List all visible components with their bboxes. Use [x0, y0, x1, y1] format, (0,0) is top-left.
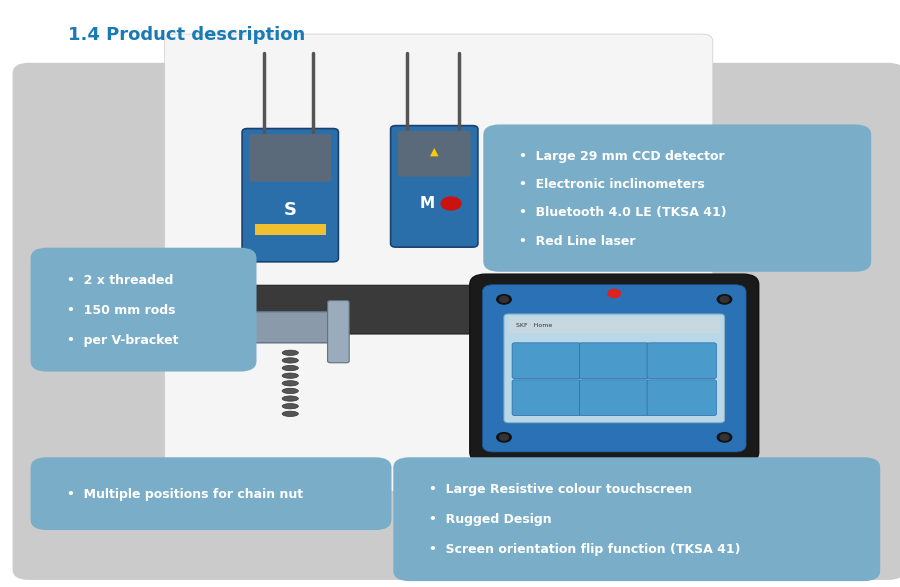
Circle shape	[500, 296, 508, 302]
Text: 1.4 Product description: 1.4 Product description	[68, 26, 305, 45]
FancyBboxPatch shape	[508, 317, 720, 333]
Ellipse shape	[283, 404, 299, 409]
FancyBboxPatch shape	[580, 343, 649, 379]
FancyBboxPatch shape	[328, 301, 349, 363]
Circle shape	[717, 433, 732, 442]
Circle shape	[441, 197, 461, 210]
FancyBboxPatch shape	[190, 285, 706, 334]
FancyBboxPatch shape	[31, 457, 392, 530]
Text: •  Bluetooth 4.0 LE (TKSA 41): • Bluetooth 4.0 LE (TKSA 41)	[519, 207, 727, 220]
Ellipse shape	[283, 380, 299, 386]
Text: •  Red Line laser: • Red Line laser	[519, 235, 635, 248]
Circle shape	[497, 433, 511, 442]
Circle shape	[720, 296, 729, 302]
Circle shape	[608, 289, 621, 298]
FancyBboxPatch shape	[470, 274, 759, 463]
Text: •  2 x threaded: • 2 x threaded	[67, 274, 173, 287]
Text: S: S	[284, 201, 297, 220]
FancyBboxPatch shape	[31, 248, 256, 372]
Text: •  150 mm rods: • 150 mm rods	[67, 303, 176, 317]
Text: •  Large 29 mm CCD detector: • Large 29 mm CCD detector	[519, 150, 724, 163]
FancyBboxPatch shape	[13, 63, 900, 580]
Text: M: M	[419, 196, 435, 211]
Circle shape	[497, 295, 511, 304]
Text: ▲: ▲	[430, 147, 438, 157]
FancyBboxPatch shape	[580, 380, 649, 416]
FancyBboxPatch shape	[391, 126, 478, 247]
FancyBboxPatch shape	[231, 301, 253, 363]
FancyBboxPatch shape	[249, 134, 331, 182]
FancyBboxPatch shape	[512, 343, 581, 379]
FancyBboxPatch shape	[242, 129, 338, 262]
Circle shape	[717, 295, 732, 304]
FancyBboxPatch shape	[483, 124, 871, 272]
FancyBboxPatch shape	[512, 380, 581, 416]
Text: •  Rugged Design: • Rugged Design	[429, 513, 552, 527]
FancyBboxPatch shape	[647, 380, 716, 416]
Ellipse shape	[283, 389, 299, 394]
Circle shape	[720, 434, 729, 440]
FancyBboxPatch shape	[398, 131, 471, 177]
Text: •  Screen orientation flip function (TKSA 41): • Screen orientation flip function (TKSA…	[429, 543, 741, 556]
Ellipse shape	[283, 350, 299, 356]
FancyBboxPatch shape	[165, 34, 713, 491]
FancyBboxPatch shape	[504, 314, 724, 423]
Text: •  Large Resistive colour touchscreen: • Large Resistive colour touchscreen	[429, 483, 692, 497]
Circle shape	[500, 434, 508, 440]
FancyBboxPatch shape	[255, 224, 326, 235]
Text: •  per V-bracket: • per V-bracket	[67, 333, 178, 347]
Ellipse shape	[283, 357, 299, 363]
Ellipse shape	[283, 365, 299, 371]
FancyBboxPatch shape	[393, 457, 880, 581]
Ellipse shape	[283, 411, 299, 417]
FancyBboxPatch shape	[647, 343, 716, 379]
Ellipse shape	[283, 373, 299, 379]
FancyBboxPatch shape	[482, 285, 746, 452]
Text: •  Multiple positions for chain nut: • Multiple positions for chain nut	[67, 488, 302, 501]
Text: •  Electronic inclinometers: • Electronic inclinometers	[519, 178, 705, 191]
Text: SKF   Home: SKF Home	[516, 323, 552, 328]
FancyBboxPatch shape	[239, 312, 341, 343]
Ellipse shape	[283, 396, 299, 402]
